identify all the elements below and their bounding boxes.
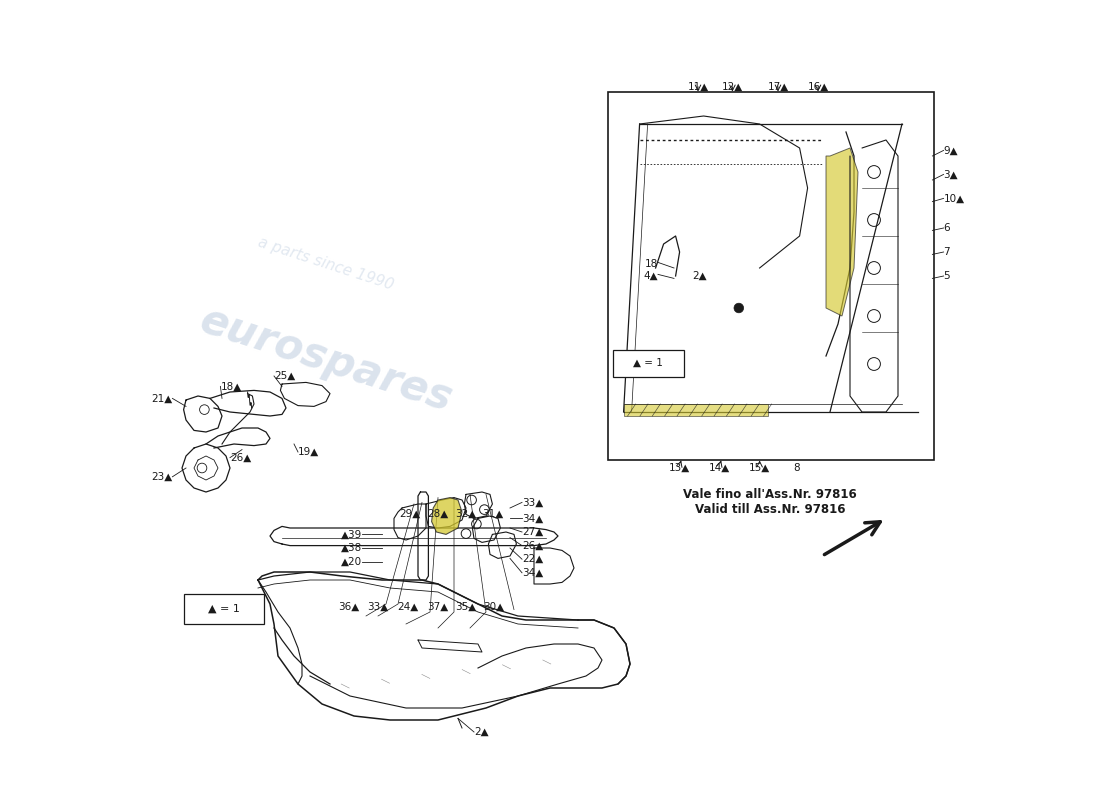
Text: ▲38: ▲38	[341, 543, 362, 553]
Text: 27▲: 27▲	[522, 527, 543, 537]
Polygon shape	[624, 404, 768, 416]
Text: 19▲: 19▲	[298, 447, 319, 457]
Text: ▲20: ▲20	[341, 557, 362, 566]
Polygon shape	[826, 148, 858, 316]
Text: 14▲: 14▲	[710, 463, 730, 473]
Polygon shape	[431, 498, 462, 534]
Text: 4▲: 4▲	[644, 271, 658, 281]
Text: 5: 5	[944, 271, 950, 281]
Text: 26▲: 26▲	[522, 541, 543, 550]
Text: eurospares: eurospares	[195, 299, 458, 421]
Text: 31▲: 31▲	[482, 509, 503, 518]
Text: 23▲: 23▲	[151, 472, 173, 482]
Circle shape	[734, 303, 744, 313]
Text: Vale fino all'Ass.Nr. 97816
Valid till Ass.Nr. 97816: Vale fino all'Ass.Nr. 97816 Valid till A…	[683, 488, 857, 516]
Text: 30▲: 30▲	[483, 602, 505, 611]
Text: 12▲: 12▲	[722, 82, 742, 91]
Text: 15▲: 15▲	[749, 463, 770, 473]
Text: 7: 7	[944, 247, 950, 257]
Text: 2▲: 2▲	[692, 271, 707, 281]
FancyBboxPatch shape	[613, 350, 683, 377]
Text: a parts since 1990: a parts since 1990	[256, 235, 396, 293]
Text: 8: 8	[793, 463, 800, 473]
Text: 25▲: 25▲	[274, 371, 295, 381]
Text: 17▲: 17▲	[768, 82, 789, 91]
Text: 3▲: 3▲	[944, 170, 958, 179]
Text: 18▲: 18▲	[220, 382, 242, 391]
Text: 32▲: 32▲	[455, 509, 476, 518]
Text: 26▲: 26▲	[230, 453, 251, 462]
Text: 9▲: 9▲	[944, 146, 958, 155]
Text: ▲ = 1: ▲ = 1	[634, 358, 663, 368]
Text: 18: 18	[645, 259, 658, 269]
Text: 34▲: 34▲	[522, 568, 543, 578]
Text: 37▲: 37▲	[428, 602, 449, 611]
Text: 28▲: 28▲	[428, 509, 449, 518]
Text: 16▲: 16▲	[807, 82, 828, 91]
Text: 22▲: 22▲	[522, 554, 543, 564]
Text: 33▲: 33▲	[522, 498, 543, 507]
Text: ▲39: ▲39	[341, 530, 362, 539]
Text: 24▲: 24▲	[397, 602, 418, 611]
Text: ▲ = 1: ▲ = 1	[208, 604, 240, 614]
Text: 29▲: 29▲	[399, 509, 420, 518]
Text: 10▲: 10▲	[944, 194, 965, 203]
Text: 34▲: 34▲	[522, 514, 543, 523]
Text: 36▲: 36▲	[338, 602, 359, 611]
Text: 33▲: 33▲	[367, 602, 388, 611]
Text: 35▲: 35▲	[455, 602, 476, 611]
Bar	[607, 92, 934, 460]
Text: 6: 6	[944, 223, 950, 233]
Text: 21▲: 21▲	[151, 394, 173, 403]
Text: 13▲: 13▲	[669, 463, 690, 473]
FancyBboxPatch shape	[184, 594, 264, 624]
Text: 11▲: 11▲	[688, 82, 708, 91]
Text: 2▲: 2▲	[474, 727, 488, 737]
